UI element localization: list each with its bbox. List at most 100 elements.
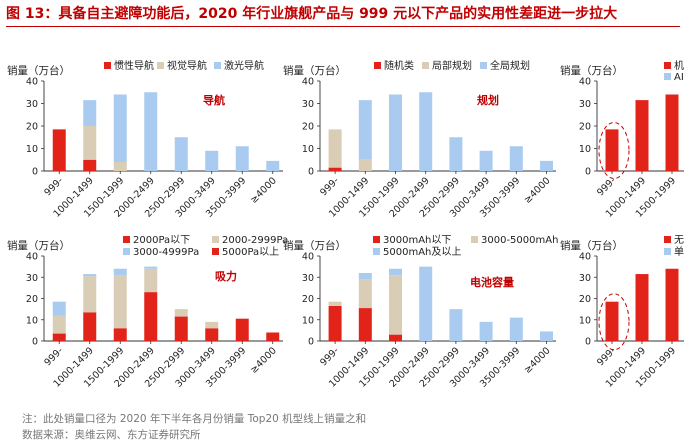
x-tick-label: 999- [42,175,65,198]
chart-panel-5: 销量（万台）010203040999-1000-14991500-1999200… [283,235,558,390]
legend-label: 局部规划 [432,59,472,72]
bar [665,94,679,171]
bar [266,332,280,341]
bar [113,328,127,341]
legend-label: 机 [674,59,684,72]
y-tick-label: 10 [302,315,314,326]
legend-label: 5000mAh及以上 [383,246,461,258]
legend-label: 5000Pa以上 [222,246,279,258]
legend-swatch [104,62,111,69]
legend-swatch [664,62,671,69]
y-tick-label: 0 [308,337,314,348]
figure-source: 数据来源：奥维云网、东方证券研究所 [22,429,201,441]
bar [358,308,372,341]
bar [419,266,433,341]
x-tick-label: ≥4000 [248,345,279,376]
legend-swatch [664,248,671,255]
y-tick-label: 40 [579,77,591,88]
legend-label: 惯性导航 [114,59,154,72]
bar [389,275,402,335]
y-tick-label: 30 [579,273,591,284]
legend-label: AI [674,72,684,83]
y-tick-label: 10 [302,144,314,155]
highlight-ellipse [598,122,630,179]
bar [144,92,158,171]
bar [235,146,249,171]
legend-swatch [157,62,164,69]
bar [144,268,158,293]
legend-swatch [214,62,221,69]
y-tick-label: 40 [579,252,591,263]
bar [83,312,97,341]
x-tick-label: 999- [318,345,341,368]
bar [174,137,188,171]
legend-swatch [471,236,478,243]
chart-panel-2: 销量（万台）010203040999-1000-14991500-1999200… [283,59,556,220]
legend-label: 3000-5000mAh [481,235,558,246]
legend-label: 全局规划 [490,59,530,72]
chart-panel-4: 销量（万台）010203040999-1000-14991500-1999200… [7,235,288,390]
bar [389,268,402,276]
legend-label: 视觉导航 [167,59,207,72]
legend-label: 2000Pa以下 [133,235,190,246]
bar [83,276,97,313]
legend-label: 激光导航 [224,59,264,72]
bar [83,100,97,126]
highlight-ellipse [598,293,630,351]
y-tick-label: 0 [32,337,38,348]
y-axis-label: 销量（万台） [7,64,70,77]
legend-label: 无自 [674,233,685,246]
bar [358,273,372,280]
legend-swatch [422,62,429,69]
title-rule [6,26,680,27]
bar [83,159,97,171]
bar [328,301,342,306]
x-tick-label: ≥4000 [522,175,553,206]
bar [266,160,280,171]
legend-swatch [480,62,487,69]
bar [358,100,372,160]
bar [174,309,188,317]
y-axis-label: 销量（万台） [560,239,623,252]
bar [144,266,158,269]
y-tick-label: 10 [26,144,38,155]
y-axis-label: 销量（万台） [283,239,346,252]
bar [509,146,523,171]
bar [83,274,97,277]
bar [635,274,649,341]
bar [605,301,619,341]
y-tick-label: 20 [579,294,591,305]
bar [479,321,493,341]
legend-label: 随机类 [384,59,414,72]
bar [174,316,188,341]
y-tick-label: 40 [302,77,314,88]
legend-swatch [123,248,130,255]
legend-swatch [123,236,130,243]
x-tick-label: 999- [595,345,618,368]
bar [113,275,127,329]
legend-swatch [212,236,219,243]
y-tick-label: 0 [585,167,591,178]
bar [328,129,342,168]
bar [205,150,219,171]
y-tick-label: 10 [26,315,38,326]
bar [113,268,127,276]
y-tick-label: 30 [26,273,38,284]
y-tick-label: 30 [302,99,314,110]
y-axis-label: 销量（万台） [560,64,623,77]
panel-title: 规划 [477,93,499,107]
panel-title: 电池容量 [470,275,514,289]
bar [205,328,219,341]
y-tick-label: 0 [32,167,38,178]
bar [389,334,402,341]
bar [328,167,342,171]
y-tick-label: 40 [26,77,38,88]
y-tick-label: 0 [585,337,591,348]
bar [540,331,553,341]
bar [479,150,493,171]
bar [389,94,402,171]
bar [113,94,127,162]
legend-swatch [374,62,381,69]
legend-swatch [664,73,671,80]
